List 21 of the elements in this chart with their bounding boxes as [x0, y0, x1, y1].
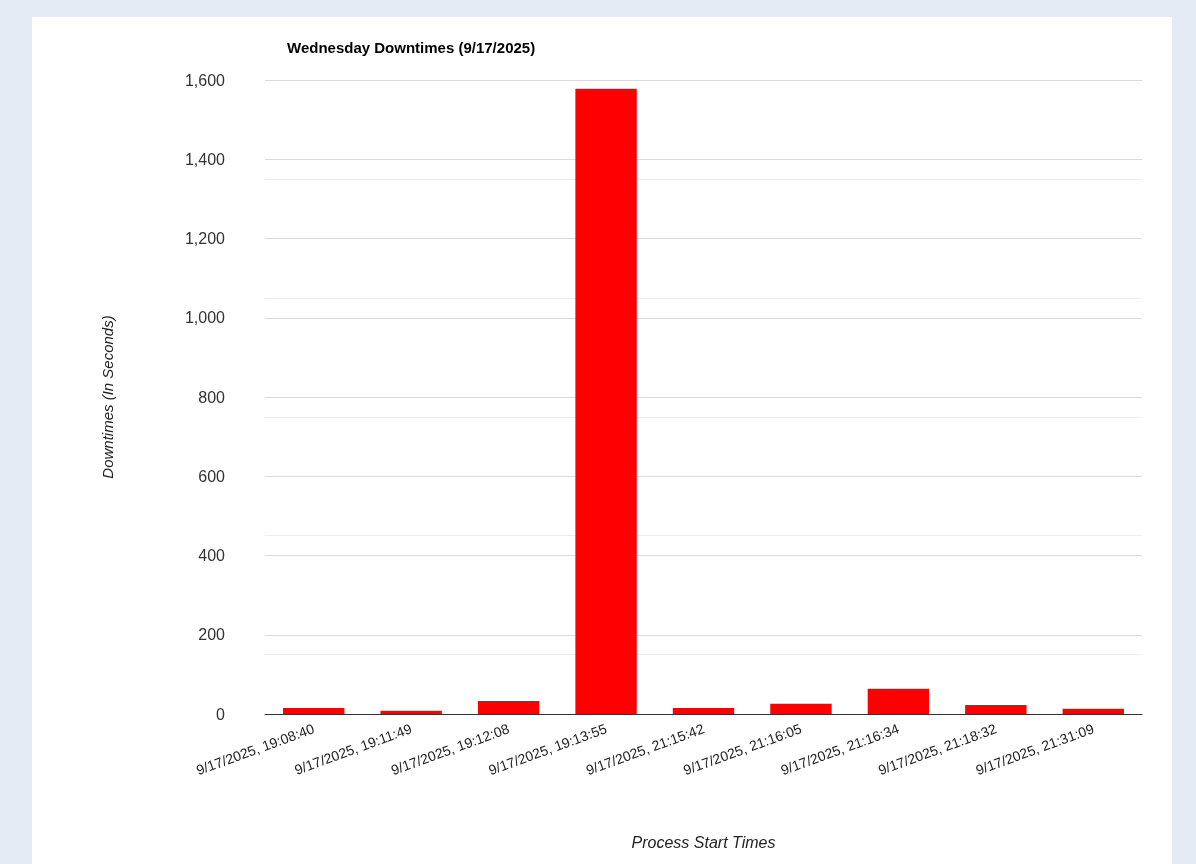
- y-tick-label: 200: [198, 626, 226, 644]
- y-tick-label: 1,200: [184, 230, 226, 247]
- y-tick-label: 600: [198, 467, 226, 485]
- y-tick-label: 800: [198, 388, 226, 406]
- y-axis-title: Downtimes (In Seconds): [99, 315, 116, 479]
- bar: [965, 704, 1027, 714]
- bar: [867, 688, 930, 714]
- bar: [672, 708, 735, 714]
- bar: [283, 708, 345, 714]
- bar: [380, 710, 442, 714]
- y-tick-label: 1,400: [184, 150, 226, 168]
- x-axis-title: Process Start Times: [631, 833, 776, 851]
- bar: [770, 703, 832, 714]
- y-tick-label: 0: [216, 705, 226, 723]
- chart-title: Wednesday Downtimes (9/17/2025): [287, 39, 536, 56]
- bar: [575, 88, 637, 714]
- bar: [1062, 708, 1124, 714]
- y-tick-label: 1,600: [184, 71, 226, 89]
- bar: [477, 700, 540, 714]
- y-tick-label: 400: [198, 547, 226, 564]
- y-tick-label: 1,000: [184, 309, 226, 327]
